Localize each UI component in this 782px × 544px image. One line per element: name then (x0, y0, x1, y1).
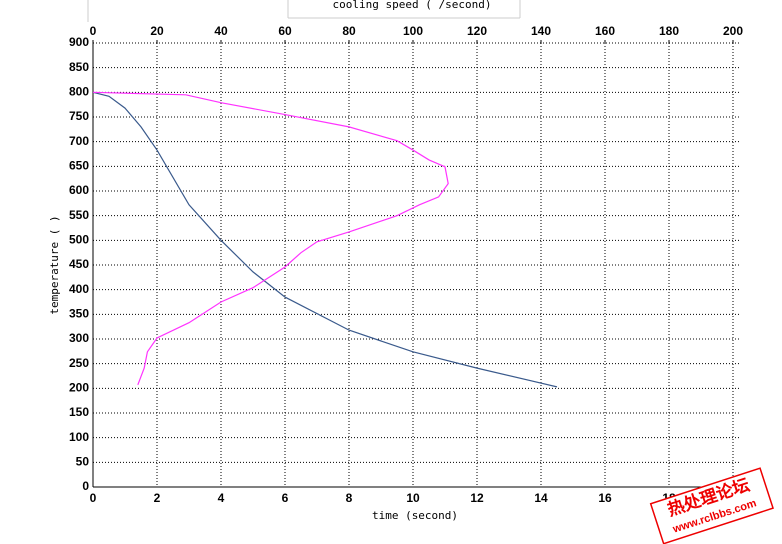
watermark: 热处理论坛 www.rclbbs.com (649, 467, 774, 544)
y-tick-label: 500 (69, 233, 89, 247)
x2-tick-label: 20 (150, 24, 164, 38)
x2-tick-label: 160 (595, 24, 615, 38)
y-tick-label: 650 (69, 159, 89, 173)
y-axis-label: temperature ( ) (48, 215, 61, 314)
y-tick-label: 700 (69, 134, 89, 148)
x-tick-label: 10 (406, 491, 420, 505)
x-tick-label: 2 (154, 491, 161, 505)
y-tick-label: 150 (69, 405, 89, 419)
x-axis-label: time (second) (372, 509, 458, 522)
y-tick-label: 0 (82, 479, 89, 493)
y-tick-label: 550 (69, 208, 89, 222)
x2-tick-label: 40 (214, 24, 228, 38)
x-tick-label: 4 (218, 491, 225, 505)
y-tick-label: 350 (69, 307, 89, 321)
x-tick-label: 14 (534, 491, 548, 505)
x2-tick-label: 0 (90, 24, 97, 38)
x-tick-label: 12 (470, 491, 484, 505)
y-tick-label: 900 (69, 35, 89, 49)
y-tick-label: 850 (69, 60, 89, 74)
y-tick-label: 250 (69, 356, 89, 370)
y-tick-label: 200 (69, 381, 89, 395)
x2-tick-label: 100 (403, 24, 423, 38)
y-tick-label: 300 (69, 331, 89, 345)
y-tick-label: 800 (69, 85, 89, 99)
y-tick-label: 450 (69, 257, 89, 271)
series-line (92, 91, 558, 388)
watermark-box (649, 467, 774, 544)
y-tick-label: 100 (69, 430, 89, 444)
x2-tick-label: 80 (342, 24, 356, 38)
x2-tick-label: 120 (467, 24, 487, 38)
x-tick-label: 0 (90, 491, 97, 505)
x2-tick-label: 180 (659, 24, 679, 38)
chart-title: cooling speed ( /second) (333, 0, 492, 11)
y-tick-label: 50 (76, 455, 90, 469)
x2-tick-label: 200 (723, 24, 743, 38)
x-tick-label: 8 (346, 491, 353, 505)
series-line (92, 91, 449, 386)
y-tick-label: 600 (69, 183, 89, 197)
x-tick-label: 16 (598, 491, 612, 505)
x2-tick-label: 140 (531, 24, 551, 38)
y-tick-label: 400 (69, 282, 89, 296)
x-tick-label: 6 (282, 491, 289, 505)
x2-tick-label: 60 (278, 24, 292, 38)
y-tick-label: 750 (69, 109, 89, 123)
